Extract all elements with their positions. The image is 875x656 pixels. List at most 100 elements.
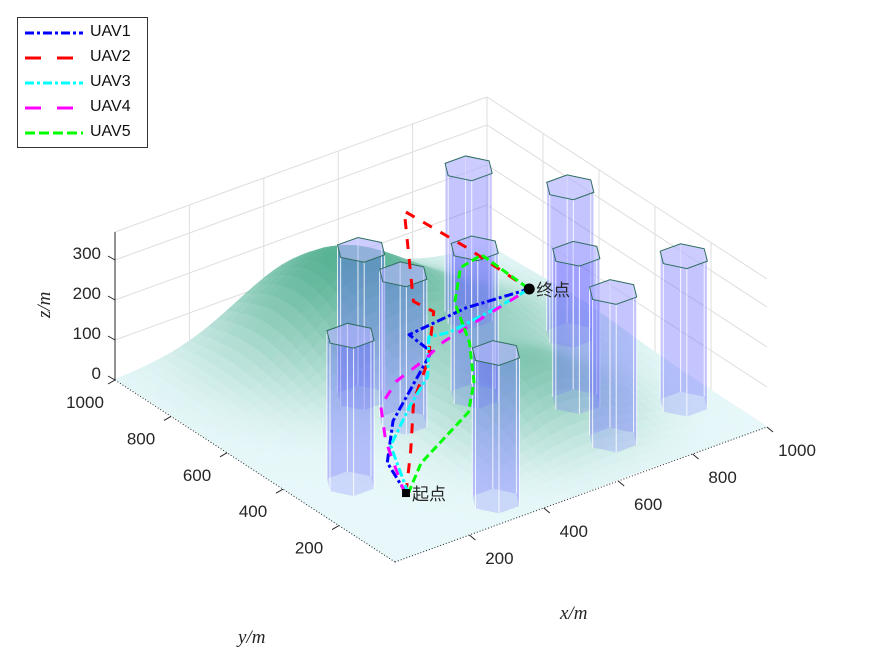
end-label: 终点 xyxy=(536,281,570,301)
x-tick-label: 600 xyxy=(634,495,662,514)
grid-line xyxy=(114,124,488,261)
grid-line xyxy=(486,124,768,308)
end-marker xyxy=(523,283,535,295)
x-tick xyxy=(692,453,699,460)
pillar-top xyxy=(444,155,493,182)
z-tick-label: 200 xyxy=(73,284,101,303)
y-tick xyxy=(331,525,340,531)
pillar-face xyxy=(704,248,708,410)
pillar-face xyxy=(353,340,375,497)
z-tick xyxy=(107,375,116,381)
x-tick xyxy=(469,534,476,541)
pillar-face xyxy=(382,281,407,435)
pillar-face xyxy=(552,241,574,397)
z-tick-label: 300 xyxy=(73,244,101,263)
y-tick xyxy=(163,415,172,421)
pillar-face xyxy=(379,269,383,430)
pillar-face xyxy=(475,360,500,514)
pillar-face xyxy=(326,330,331,492)
x-axis-label: x/m xyxy=(559,603,587,624)
start-label: 起点 xyxy=(412,485,446,505)
pillar-face xyxy=(451,235,472,392)
pillar-face xyxy=(552,248,556,410)
pillar-top xyxy=(552,240,601,267)
grid-line xyxy=(486,164,768,348)
pillar-face xyxy=(686,261,708,417)
markers: 起点 终点 xyxy=(402,281,570,505)
x-tick xyxy=(617,480,625,487)
pillar-top xyxy=(546,174,595,201)
trajectory-uav5 xyxy=(406,253,531,494)
trajectory-uav4 xyxy=(379,287,530,495)
y-tick-label: 1000 xyxy=(66,393,104,412)
z-tick-label: 100 xyxy=(73,324,101,343)
pillar-top xyxy=(326,322,375,349)
legend-item-uav1: UAV1 xyxy=(18,22,147,44)
pillar-face xyxy=(660,243,681,400)
obstacle-pillar xyxy=(659,243,708,417)
legend-label: UAV1 xyxy=(90,23,131,40)
x-tick-label: 400 xyxy=(560,522,588,541)
legend-item-uav3: UAV3 xyxy=(18,72,147,94)
trajectory-uav2 xyxy=(402,209,531,494)
pillar-face xyxy=(573,192,594,348)
x-tick xyxy=(543,507,551,514)
z-tick-label: 0 xyxy=(92,364,101,383)
x-tick-label: 1000 xyxy=(778,441,816,460)
legend-label: UAV4 xyxy=(90,98,131,115)
pillar-face xyxy=(633,284,637,445)
pillar-face xyxy=(379,261,401,418)
legend-label: UAV5 xyxy=(90,123,131,140)
grid-line xyxy=(486,96,768,280)
pillar-face xyxy=(370,328,375,489)
obstacles xyxy=(326,155,708,514)
pillar-face xyxy=(589,287,593,448)
pillar-top xyxy=(659,243,708,270)
grid-line xyxy=(114,164,488,301)
pillar-face xyxy=(546,182,550,343)
start-marker xyxy=(402,489,411,498)
legend-label: UAV2 xyxy=(90,48,131,65)
obstacle-pillar xyxy=(326,322,375,497)
pillar-face xyxy=(451,243,455,404)
pillar-face xyxy=(472,340,493,497)
obstacle-pillar xyxy=(588,279,638,453)
pillar-face xyxy=(660,251,664,412)
pillar-top xyxy=(588,279,638,305)
z-tick xyxy=(107,255,116,261)
pillar-top xyxy=(471,340,521,366)
legend-item-uav2: UAV2 xyxy=(18,47,147,69)
obstacle-pillar xyxy=(379,261,428,435)
pillar-face xyxy=(337,244,341,406)
pillar-face xyxy=(499,357,520,514)
pillar-face xyxy=(330,343,354,497)
legend-label: UAV3 xyxy=(90,73,131,90)
x-tick-label: 200 xyxy=(485,549,513,568)
trajectories xyxy=(379,209,531,495)
pillar-face xyxy=(516,345,520,506)
y-axis-label: y/m xyxy=(236,627,265,648)
z-tick xyxy=(107,335,116,341)
y-tick-label: 400 xyxy=(239,502,267,521)
pillar-face xyxy=(616,296,637,453)
obstacle-pillar xyxy=(471,340,521,514)
y-tick xyxy=(275,488,284,494)
pillar-top xyxy=(450,235,499,262)
y-tick xyxy=(107,379,116,385)
pillar-face xyxy=(406,279,427,435)
y-tick-label: 200 xyxy=(295,539,323,558)
pillar-face xyxy=(592,299,617,453)
z-tick xyxy=(107,295,116,301)
grid-line xyxy=(114,96,488,233)
pillar-face xyxy=(326,323,348,479)
pillar-face xyxy=(589,279,611,436)
x-tick xyxy=(766,426,774,433)
pillar-top xyxy=(379,261,428,288)
pillar-face xyxy=(337,237,358,393)
legend-item-uav4: UAV4 xyxy=(18,97,147,119)
y-tick xyxy=(219,452,228,458)
axes: 200 400 600 800 1000 200 400 600 800 1000 0 100 200 3… xyxy=(66,232,816,568)
z-axis-label: z/m xyxy=(34,292,55,319)
y-tick-label: 800 xyxy=(127,429,155,448)
